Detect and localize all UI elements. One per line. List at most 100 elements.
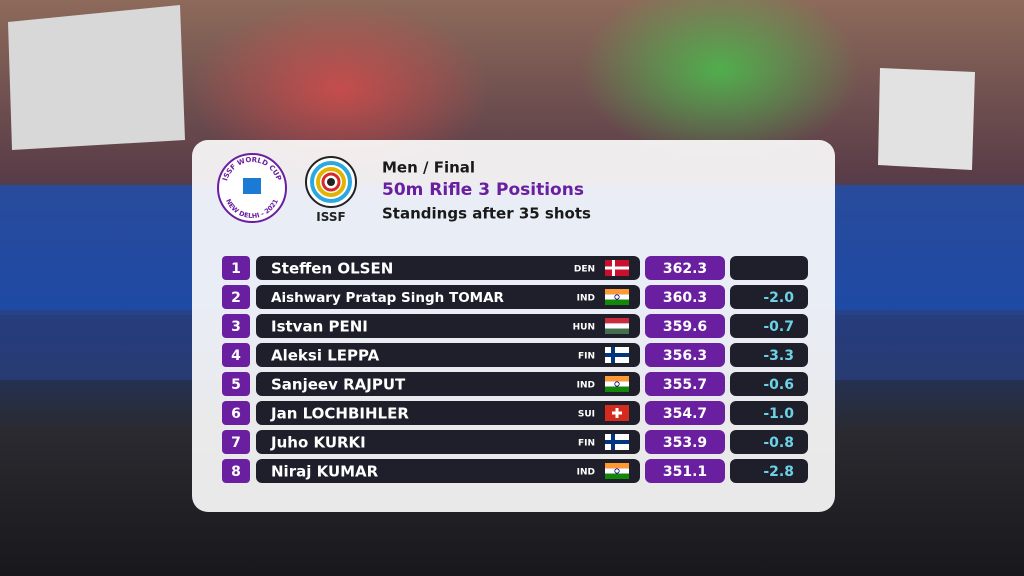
score: 360.3 — [663, 290, 707, 306]
score: 356.3 — [663, 348, 707, 364]
score-diff: -0.7 — [763, 319, 794, 335]
rank: 1 — [231, 261, 241, 277]
athlete-name: Aleksi LEPPA — [271, 347, 380, 365]
score-box — [645, 285, 725, 309]
org-name: ISSF — [316, 210, 345, 224]
subtitle: Standings after 35 shots — [382, 205, 591, 223]
athlete-name: Steffen OLSEN — [271, 260, 393, 278]
name-box — [256, 285, 640, 309]
flag-part — [605, 468, 629, 474]
flag-part — [605, 386, 629, 392]
diff-box — [730, 372, 808, 396]
flag-part — [605, 473, 629, 479]
rank-box — [222, 459, 250, 483]
flag-part — [605, 328, 629, 334]
target — [327, 178, 335, 186]
diff-box — [730, 401, 808, 425]
stage-light — [580, 0, 860, 160]
flag-part — [605, 318, 629, 324]
rank-box — [222, 430, 250, 454]
name-box — [256, 430, 640, 454]
flag-part — [605, 323, 629, 329]
rank-box — [222, 401, 250, 425]
name-box — [256, 343, 640, 367]
target — [316, 167, 346, 197]
score-box — [645, 372, 725, 396]
rank-box — [222, 256, 250, 280]
screen-right — [878, 68, 975, 170]
standings: 1 Steffen OLSEN DEN 362.3 2 Aishwary Pratap S… — [222, 256, 808, 483]
target — [321, 172, 341, 192]
diff-box — [730, 256, 808, 280]
nation-code: SUI — [578, 410, 595, 420]
nation-code: HUN — [573, 323, 595, 333]
score: 362.3 — [663, 261, 707, 277]
name-box — [256, 314, 640, 338]
score-box — [645, 256, 725, 280]
rank-box — [222, 314, 250, 338]
score-box — [645, 314, 725, 338]
flag-part — [605, 299, 629, 305]
title: 50m Rifle 3 Positions — [382, 180, 584, 200]
score: 355.7 — [663, 377, 707, 393]
screen-left — [8, 5, 185, 150]
nation-code: IND — [577, 381, 595, 391]
diff-box — [730, 430, 808, 454]
diff-box — [730, 459, 808, 483]
score-diff: -3.3 — [763, 348, 794, 364]
name-box — [256, 256, 640, 280]
flag-part — [612, 411, 622, 415]
score-box — [645, 401, 725, 425]
score: 351.1 — [663, 464, 707, 480]
diff-box — [730, 314, 808, 338]
nation-code: FIN — [578, 439, 595, 449]
athlete-name: Sanjeev RAJPUT — [271, 376, 406, 394]
rank: 8 — [231, 464, 241, 480]
rank: 5 — [231, 377, 241, 393]
stage-light — [190, 0, 490, 180]
nation-code: DEN — [574, 265, 595, 275]
diff-box — [730, 285, 808, 309]
flag-part — [605, 294, 629, 300]
rank: 4 — [231, 348, 241, 364]
flag-part — [605, 266, 629, 270]
score-box — [645, 459, 725, 483]
world-cup-logo: ISSF WORLD CUP NEW DELHI - 2021 — [217, 153, 287, 223]
athlete-name: Jan LOCHBIHLER — [270, 405, 409, 423]
flag-part — [605, 381, 629, 387]
issf-logo: ISSF — [305, 156, 357, 224]
nation-code: FIN — [578, 352, 595, 362]
rank-box — [222, 285, 250, 309]
nation-code: IND — [577, 294, 595, 304]
athlete-name: Aishwary Pratap Singh TOMAR — [271, 290, 505, 306]
score: 359.6 — [663, 319, 707, 335]
athlete-name: Juho KURKI — [270, 434, 366, 452]
score-diff: -1.0 — [763, 406, 794, 422]
rank: 7 — [231, 435, 241, 451]
score-diff: -2.0 — [763, 290, 794, 306]
name-box — [256, 372, 640, 396]
rank: 6 — [231, 406, 241, 422]
flag-part — [614, 468, 620, 474]
score-diff: -0.8 — [763, 435, 794, 451]
score-diff: -2.8 — [763, 464, 794, 480]
diff-box — [730, 343, 808, 367]
score-box — [645, 430, 725, 454]
flag-part — [605, 353, 629, 357]
nation-code: IND — [577, 468, 595, 478]
athlete-name: Istvan PENI — [271, 318, 368, 336]
name-box — [256, 401, 640, 425]
flag-part — [614, 381, 620, 387]
rank-box — [222, 372, 250, 396]
flag-part — [605, 463, 629, 469]
flag-part — [605, 440, 629, 444]
rank: 2 — [231, 290, 241, 306]
score-box — [645, 343, 725, 367]
name-box — [256, 459, 640, 483]
event: Men / Final — [382, 159, 475, 177]
flag-part — [605, 289, 629, 295]
rank: 3 — [231, 319, 241, 335]
score: 354.7 — [663, 406, 707, 422]
